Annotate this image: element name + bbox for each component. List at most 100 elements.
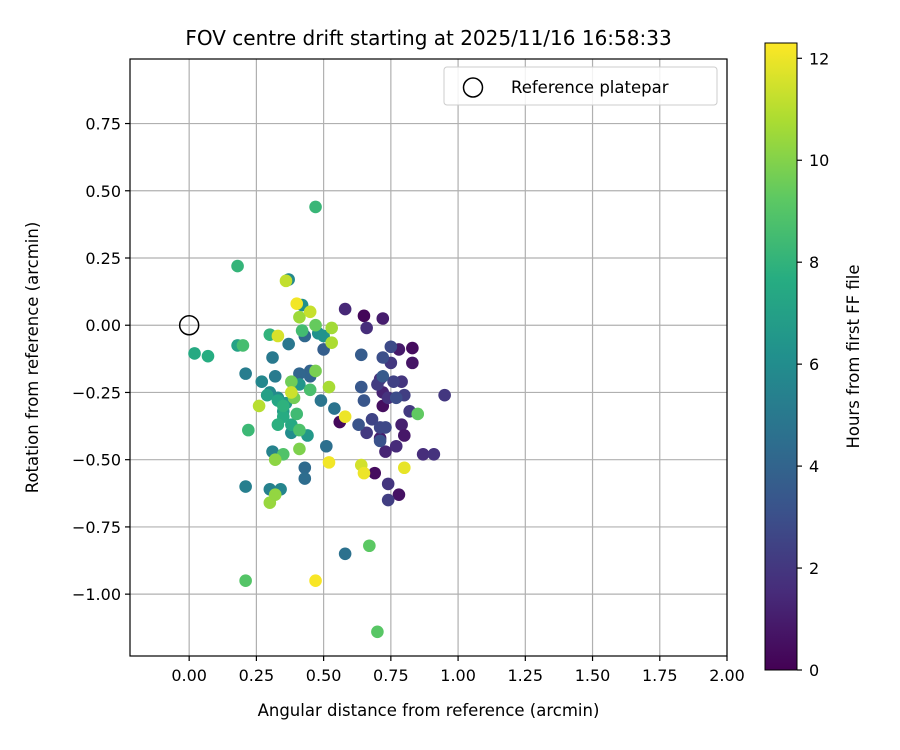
x-tick-label: 0.75: [373, 666, 409, 685]
data-point: [188, 347, 201, 360]
data-point: [298, 461, 312, 475]
data-point: [389, 439, 403, 453]
data-point: [354, 348, 368, 362]
data-point: [271, 329, 285, 343]
data-point: [328, 402, 341, 415]
data-point: [242, 423, 255, 437]
data-point: [290, 407, 304, 421]
data-point: [416, 448, 430, 461]
data-point: [352, 418, 365, 432]
plot-frame: [129, 58, 728, 657]
data-point: [376, 312, 390, 325]
data-point: [387, 375, 400, 389]
data-point: [293, 423, 306, 437]
chart-title: FOV centre drift starting at 2025/11/16 …: [185, 26, 671, 50]
data-points: [188, 200, 451, 639]
x-axis-ticks: 0.00 0.25 0.50 0.75 1.00 1.25 1.50 1.75 2.00: [171, 656, 745, 685]
data-point: [395, 418, 408, 432]
data-point: [285, 386, 298, 399]
data-point: [376, 351, 390, 364]
y-tick-label: −0.25: [72, 383, 121, 402]
data-point: [285, 375, 298, 389]
data-point: [381, 477, 395, 491]
data-point: [309, 364, 322, 378]
data-point: [298, 472, 312, 485]
data-point: [354, 380, 368, 394]
data-point: [397, 461, 411, 475]
data-point: [357, 394, 371, 407]
x-tick-label: 0.25: [239, 666, 275, 685]
legend-marker-icon: [462, 77, 484, 98]
data-point: [239, 480, 252, 493]
y-axis-label: Rotation from reference (arcmin): [23, 222, 42, 494]
colorbar-gradient: [764, 42, 798, 671]
x-tick-label: 1.00: [440, 666, 476, 685]
data-point: [406, 356, 419, 370]
data-point: [406, 341, 419, 355]
y-tick-label: −1.00: [72, 585, 121, 604]
data-point: [322, 456, 336, 469]
grid-lines: [130, 59, 728, 656]
data-point: [236, 339, 250, 352]
colorbar-ticks: 0 2 4 6 8 10 12: [797, 49, 829, 680]
data-point: [325, 336, 338, 350]
data-point: [255, 375, 269, 389]
data-point: [268, 370, 282, 383]
data-point: [290, 297, 304, 311]
data-point: [338, 410, 352, 423]
data-point: [293, 310, 306, 324]
data-point: [322, 380, 336, 394]
data-point: [376, 370, 390, 383]
data-point: [360, 321, 373, 335]
data-point: [252, 399, 266, 413]
data-point: [371, 625, 384, 639]
data-point: [381, 493, 395, 507]
legend-box: [443, 66, 718, 106]
data-point: [239, 367, 252, 380]
data-point: [266, 351, 279, 364]
colorbar-tick-label: 8: [809, 253, 819, 272]
legend-label: Reference platepar: [511, 78, 669, 97]
data-point: [276, 399, 290, 413]
data-point: [360, 426, 373, 440]
data-point: [303, 305, 317, 319]
data-point: [268, 488, 282, 501]
data-point: [384, 340, 398, 354]
colorbar-tick-label: 10: [809, 151, 829, 170]
y-tick-label: 0.75: [85, 115, 121, 134]
data-point: [231, 259, 244, 273]
y-tick-label: 0.50: [85, 182, 121, 201]
x-tick-label: 1.25: [507, 666, 543, 685]
data-point: [303, 383, 317, 397]
data-point: [368, 466, 382, 480]
x-axis-label: Angular distance from reference (arcmin): [258, 701, 600, 720]
data-point: [293, 442, 306, 456]
data-point: [357, 309, 371, 323]
y-axis-ticks: −1.00 −0.75 −0.50 −0.25 0.00 0.25 0.50 0.75: [72, 115, 130, 604]
data-point: [438, 388, 451, 402]
data-point: [293, 367, 306, 380]
y-tick-label: −0.75: [72, 518, 121, 537]
x-tick-label: 1.75: [642, 666, 678, 685]
colorbar-tick-label: 4: [809, 457, 819, 476]
data-point: [260, 388, 274, 402]
data-point: [309, 200, 322, 214]
data-point: [379, 421, 392, 434]
data-point: [325, 321, 338, 335]
data-point: [379, 445, 392, 458]
colorbar: 0 2 4 6 8 10 12 Hours from first FF file: [764, 42, 863, 680]
x-tick-label: 1.50: [575, 666, 611, 685]
data-point: [389, 391, 403, 405]
data-point: [314, 394, 328, 407]
colorbar-label: Hours from first FF file: [844, 264, 863, 448]
y-tick-label: 0.25: [85, 249, 121, 268]
data-point: [239, 574, 252, 588]
colorbar-tick-label: 0: [809, 661, 819, 680]
data-point: [427, 448, 441, 461]
data-point: [338, 547, 352, 561]
data-point: [363, 539, 376, 553]
data-point: [357, 466, 371, 480]
colorbar-tick-label: 12: [809, 49, 829, 68]
data-point: [397, 429, 411, 442]
x-tick-label: 0.50: [306, 666, 342, 685]
